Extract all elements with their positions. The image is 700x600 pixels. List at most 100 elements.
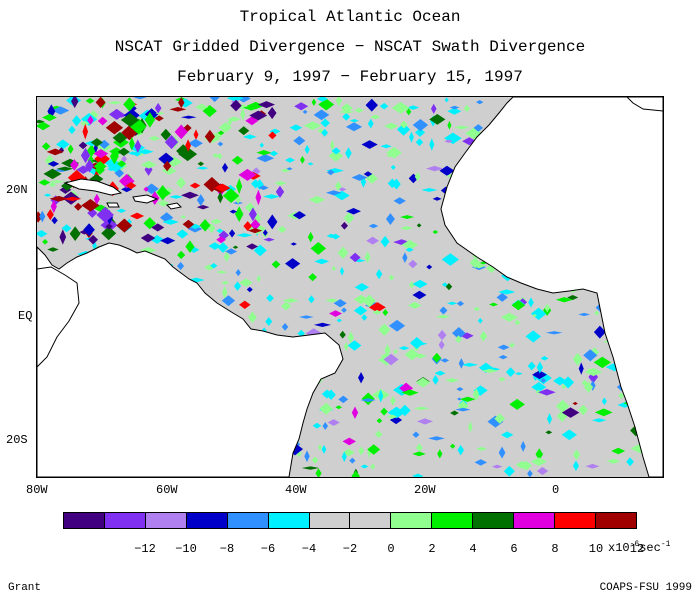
divergence-cell [90,138,103,147]
divergence-cell [144,183,159,195]
divergence-cell [581,379,588,387]
divergence-cell [391,101,410,114]
divergence-cell [520,440,526,452]
divergence-cell [444,97,449,103]
divergence-cell [346,207,361,215]
divergence-cell [368,302,386,313]
colorbar-tick-label: 8 [551,542,559,556]
divergence-cell [219,122,232,133]
divergence-cell [457,444,465,456]
divergence-cell [304,450,310,463]
divergence-cell [285,258,301,270]
divergence-cell [189,182,201,189]
divergence-cell [305,328,322,339]
divergence-cell [227,116,242,122]
divergence-cell [561,429,578,441]
divergence-cell [601,397,607,406]
divergence-cell [180,115,197,119]
divergence-cell [120,113,140,127]
divergence-cell [400,226,413,231]
divergence-cell [129,136,135,151]
divergence-cell [378,389,384,403]
divergence-cell [314,258,330,265]
divergence-cell [337,246,349,260]
divergence-cell [121,186,133,193]
divergence-cell [327,419,340,426]
divergence-cell [363,171,373,177]
divergence-cell [399,382,414,394]
divergence-cell [162,219,179,225]
divergence-cell [311,98,317,106]
divergence-cell [347,340,362,351]
divergence-cell [134,139,142,153]
divergence-cell [593,325,606,339]
divergence-cell [555,399,570,413]
divergence-cell [351,470,360,477]
divergence-cell [330,139,335,151]
divergence-cell [159,212,174,223]
colorbar-tick-label: 6 [510,542,518,556]
divergence-cell [384,344,391,357]
divergence-cell [432,230,439,235]
divergence-cell [429,138,435,151]
hispaniola-island [132,194,159,204]
divergence-cell [412,119,429,132]
divergence-cell [51,216,58,225]
divergence-cell [465,127,483,140]
divergence-cell [246,243,259,250]
divergence-cell [217,242,229,253]
divergence-cell [43,193,52,197]
divergence-cell [409,131,414,143]
divergence-cell [455,407,471,412]
divergence-cell [537,389,556,396]
divergence-cell [474,459,488,466]
divergence-cell [509,398,525,410]
divergence-cell [48,182,57,188]
divergence-cell [266,294,274,303]
colorbar-tick-label: 0 [387,542,395,556]
divergence-cell [105,121,124,135]
divergence-cell [561,384,566,390]
divergence-cell [387,178,398,189]
divergence-cell [458,357,464,369]
divergence-cell [367,118,374,129]
divergence-cell [217,191,224,204]
colorbar [63,512,637,529]
divergence-cell [157,199,170,207]
divergence-cell [93,204,109,212]
puerto-rico-island [165,202,183,210]
divergence-cell [328,150,344,162]
divergence-cell [340,221,348,230]
divergence-cell [178,97,185,109]
divergence-cell [185,139,191,152]
divergence-cell [69,226,81,242]
divergence-cell [536,466,549,475]
lat-label-eq: EQ [18,309,33,323]
divergence-cell [154,115,164,122]
divergence-cell [181,191,199,199]
divergence-cell [37,121,51,131]
divergence-cell [315,468,322,477]
divergence-cell [404,348,420,361]
divergence-cell [450,410,459,416]
divergence-cell [439,165,455,176]
divergence-cell [238,168,257,181]
divergence-cell [230,99,242,112]
divergence-cell [308,195,326,204]
divergence-cell [386,153,394,158]
divergence-cell [583,349,598,362]
divergence-cell [331,266,336,271]
divergence-cell [94,151,110,166]
divergence-cell [585,463,600,469]
divergence-cell [426,264,433,270]
divergence-cell [199,219,211,232]
divergence-cell [400,215,415,219]
divergence-cell [326,389,336,400]
footer-credit: COAPS-FSU 1999 [599,582,692,594]
divergence-cell [169,195,184,199]
divergence-cell [437,329,447,341]
divergence-cell [59,185,72,194]
divergence-cell [140,160,157,169]
colorbar-swatch [309,513,351,528]
divergence-cell [321,444,327,454]
